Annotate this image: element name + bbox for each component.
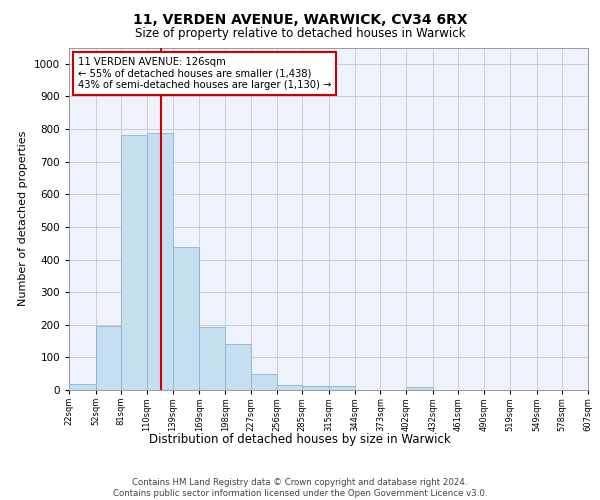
Text: 11, VERDEN AVENUE, WARWICK, CV34 6RX: 11, VERDEN AVENUE, WARWICK, CV34 6RX xyxy=(133,12,467,26)
Bar xyxy=(121,134,147,390)
Bar xyxy=(69,384,95,390)
Text: Size of property relative to detached houses in Warwick: Size of property relative to detached ho… xyxy=(135,28,465,40)
Text: 11 VERDEN AVENUE: 126sqm
← 55% of detached houses are smaller (1,438)
43% of sem: 11 VERDEN AVENUE: 126sqm ← 55% of detach… xyxy=(78,58,331,90)
Bar xyxy=(251,374,277,390)
Bar xyxy=(302,386,329,390)
Text: Distribution of detached houses by size in Warwick: Distribution of detached houses by size … xyxy=(149,432,451,446)
Bar xyxy=(406,386,433,390)
Bar xyxy=(95,326,121,390)
Y-axis label: Number of detached properties: Number of detached properties xyxy=(18,131,28,306)
Bar xyxy=(173,248,199,390)
Bar xyxy=(199,327,225,390)
Bar xyxy=(329,386,355,390)
Bar xyxy=(147,134,173,390)
Bar xyxy=(277,385,302,390)
Text: Contains HM Land Registry data © Crown copyright and database right 2024.
Contai: Contains HM Land Registry data © Crown c… xyxy=(113,478,487,498)
Bar xyxy=(225,344,251,390)
